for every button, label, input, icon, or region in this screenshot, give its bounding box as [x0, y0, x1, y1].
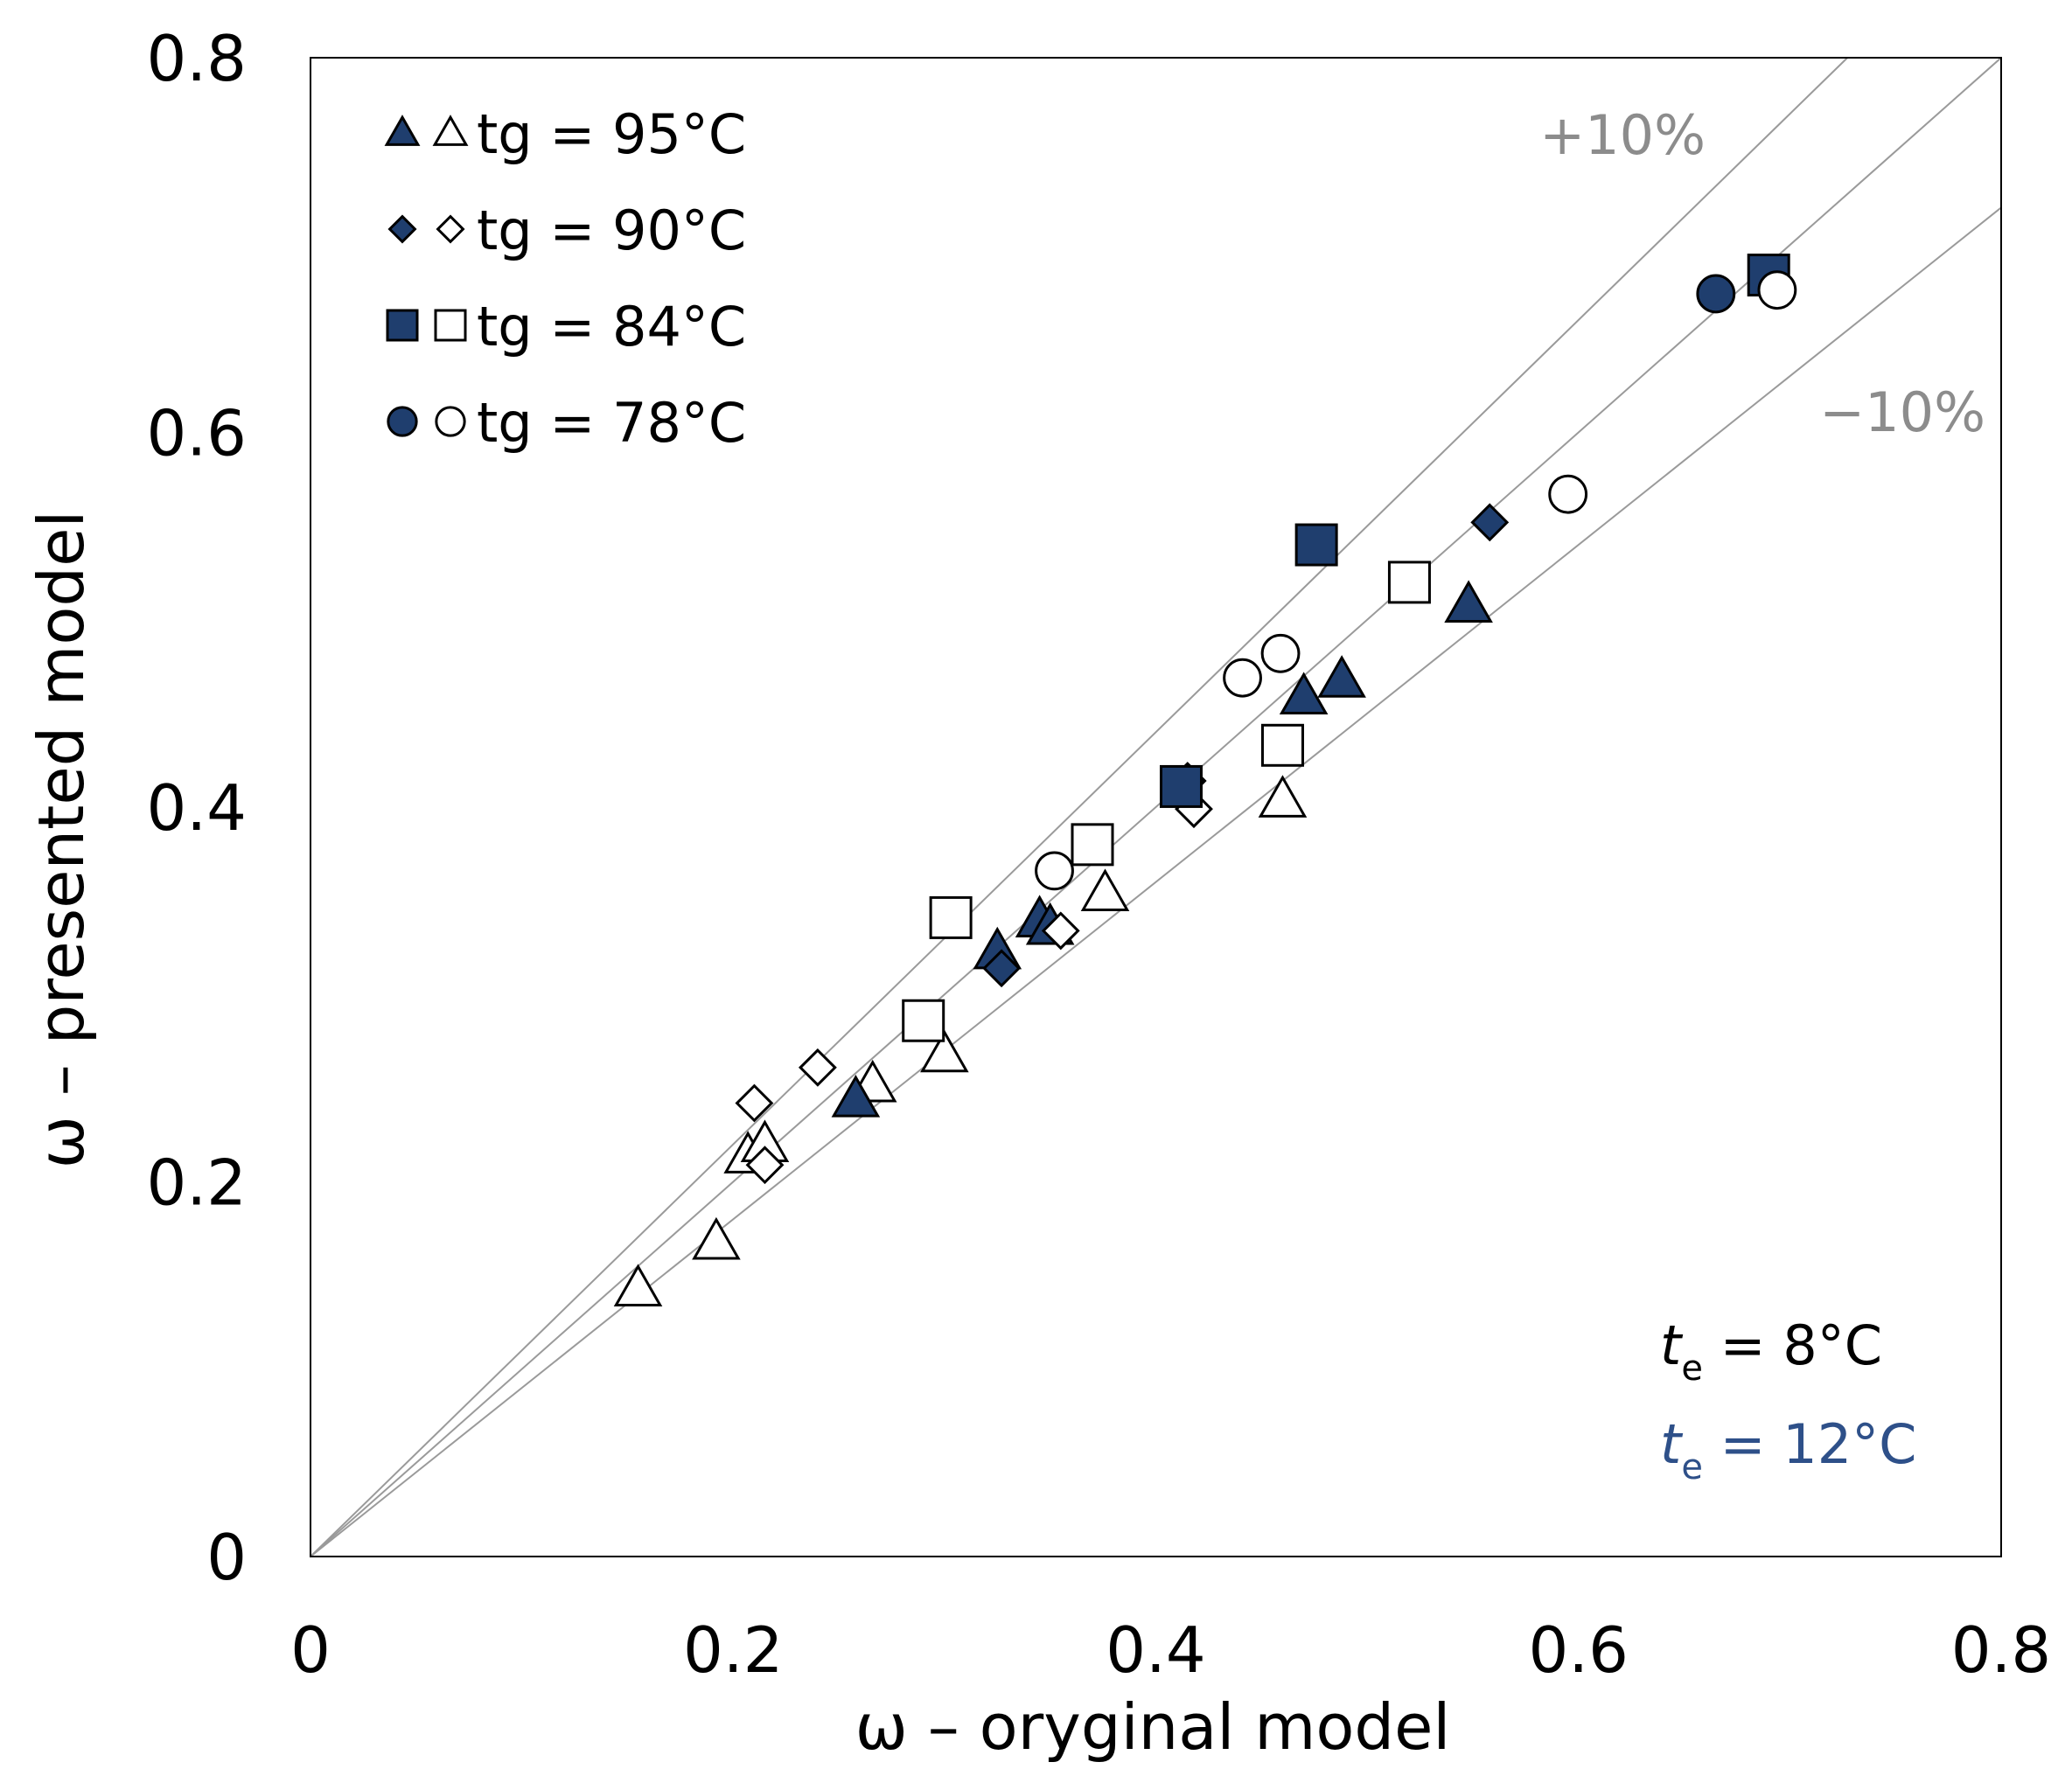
condition-subscript: e: [1681, 1348, 1703, 1389]
data-point-square-filled: [1159, 764, 1203, 808]
legend-markers: [384, 115, 469, 437]
data-point-triangle-open: [613, 1264, 663, 1307]
legend-marker-diamond-filled: [387, 214, 417, 244]
data-point-triangle-filled: [1317, 655, 1366, 698]
data-point-circle-open: [1548, 474, 1588, 514]
condition-value: = 8°C: [1703, 1313, 1882, 1377]
data-point-triangle-open: [920, 1029, 969, 1073]
legend-marker-triangle-filled: [384, 115, 421, 146]
data-point-circle-open: [1035, 851, 1074, 891]
condition-subscript: e: [1681, 1447, 1703, 1487]
y-tick-label: 0.6: [146, 397, 247, 470]
legend-marker-square-filled: [386, 309, 419, 342]
x-tick-label: 0.4: [1106, 1613, 1206, 1687]
plus-10-percent-label: +10%: [1539, 103, 1706, 167]
plot-area-frame: [310, 57, 2002, 1557]
data-point-diamond-open: [1041, 911, 1080, 951]
legend-label-tg-78: tg = 78°C: [477, 391, 746, 455]
y-tick-label: 0.8: [146, 22, 247, 95]
x-tick-label: 0.2: [683, 1613, 784, 1687]
data-points: [613, 254, 1797, 1307]
data-point-triangle-filled: [1444, 580, 1493, 623]
condition-variable: t: [1660, 1313, 1684, 1377]
data-point-circle-open: [1223, 658, 1262, 698]
x-axis: 0 0.2 0.4 0.6 0.8 ω – oryginal model: [290, 1613, 2051, 1764]
data-point-square-open: [1260, 723, 1304, 767]
legend-marker-square-open: [434, 309, 467, 342]
data-point-triangle-open: [1080, 868, 1130, 911]
legend-marker-circle-open: [435, 406, 466, 437]
x-tick-label: 0.6: [1528, 1613, 1629, 1687]
legend-label-tg-84: tg = 84°C: [477, 295, 746, 359]
data-point-diamond-filled: [982, 949, 1022, 988]
data-point-square-open: [1387, 561, 1431, 604]
data-point-diamond-open: [798, 1048, 837, 1087]
data-point-diamond-open: [735, 1083, 774, 1123]
minus-10-percent-line: [310, 206, 2002, 1557]
condition-label-te-8: te = 8°C: [1660, 1313, 1882, 1389]
condition-labels: te = 8°C te = 12°C: [1660, 1313, 1916, 1487]
data-point-circle-filled: [1696, 274, 1736, 314]
condition-value: = 12°C: [1703, 1412, 1917, 1476]
data-point-circle-open: [1260, 633, 1301, 673]
data-point-square-open: [1071, 823, 1114, 867]
legend-marker-triangle-open: [432, 115, 469, 146]
legend-marker-diamond-open: [436, 214, 465, 244]
data-point-triangle-open: [692, 1216, 741, 1260]
plus-10-percent-line: [310, 57, 1848, 1557]
y-tick-label: 0: [206, 1521, 247, 1594]
data-point-square-open: [902, 999, 945, 1042]
y-axis: 0 0.2 0.4 0.6 0.8 ω – presented model: [24, 22, 247, 1594]
reference-line-labels: +10% −10%: [1539, 103, 1985, 444]
x-tick-label: 0.8: [1951, 1613, 2052, 1687]
data-point-square-open: [929, 895, 973, 939]
y-tick-label: 0.4: [146, 771, 247, 845]
condition-label-te-12: te = 12°C: [1660, 1412, 1916, 1487]
legend-label-tg-95: tg = 95°C: [477, 102, 746, 166]
legend: tg = 95°C tg = 90°C tg = 84°C tg = 78°C: [384, 102, 746, 455]
condition-variable: t: [1660, 1412, 1684, 1476]
legend-label-tg-90: tg = 90°C: [477, 199, 746, 262]
minus-10-percent-label: −10%: [1819, 380, 1985, 444]
x-tick-label: 0: [290, 1613, 331, 1687]
legend-marker-circle-filled: [387, 406, 418, 437]
data-point-triangle-filled: [831, 1075, 881, 1118]
data-point-square-filled: [1294, 523, 1338, 567]
data-point-diamond-open: [745, 1146, 785, 1185]
y-axis-title: ω – presented model: [24, 511, 98, 1169]
data-point-diamond-filled: [1470, 503, 1510, 542]
x-axis-title: ω – oryginal model: [855, 1690, 1451, 1764]
data-point-triangle-open: [1258, 775, 1308, 818]
y-tick-label: 0.2: [146, 1146, 247, 1220]
data-point-circle-open: [1757, 270, 1797, 310]
data-point-triangle-filled: [1279, 672, 1329, 714]
